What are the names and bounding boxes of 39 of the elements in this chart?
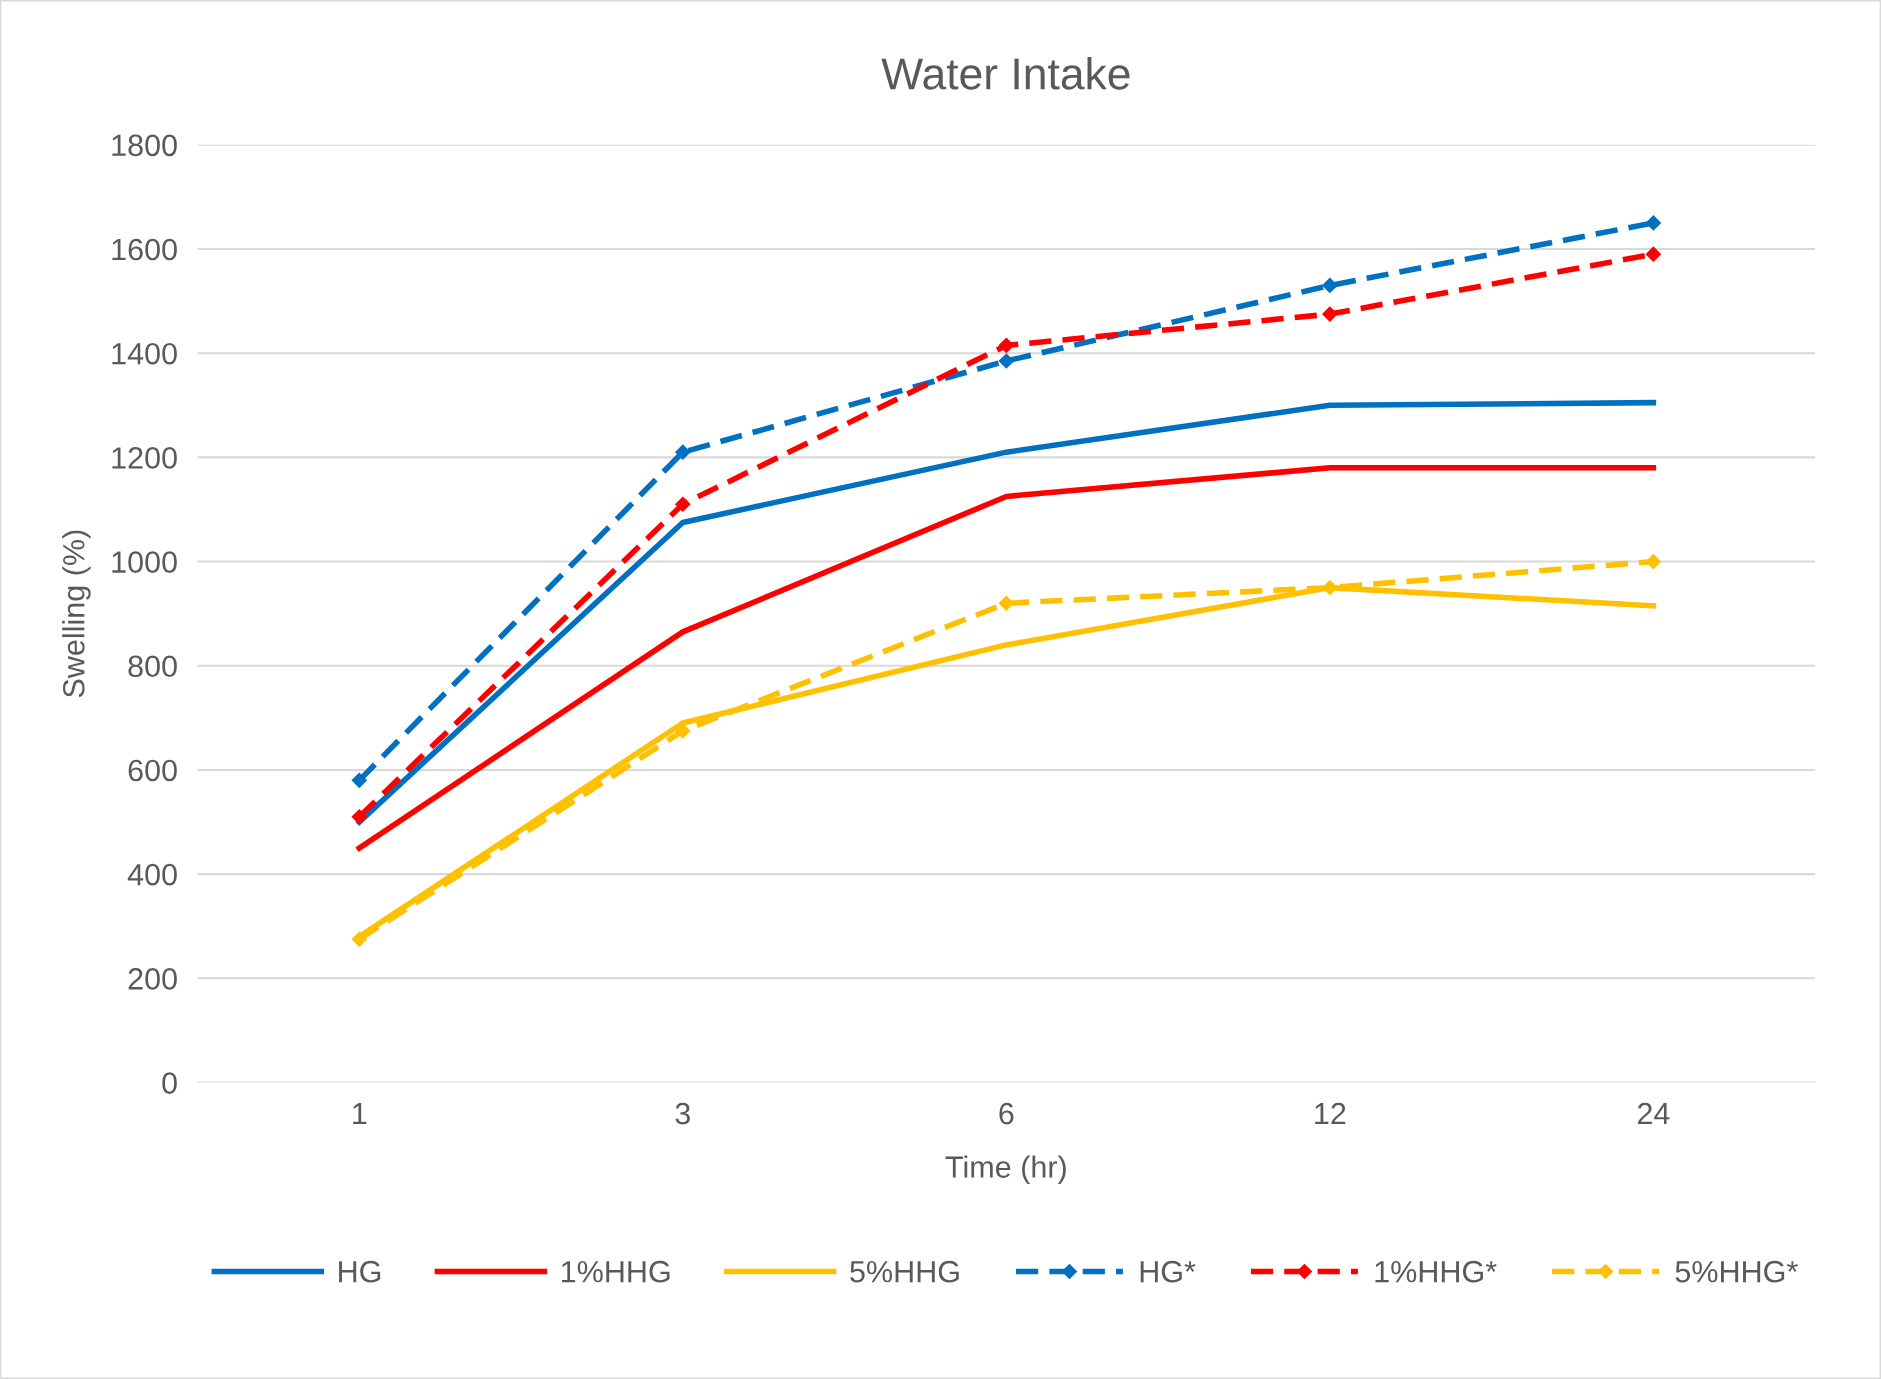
point: [998, 337, 1014, 353]
legend-label: 1%HHG*: [1375, 1260, 1497, 1283]
point: [1645, 215, 1661, 231]
point: [675, 496, 691, 512]
point: [1645, 246, 1661, 262]
point: [351, 809, 367, 825]
y-tick-label: 800: [128, 655, 177, 678]
y-tick-label: 0: [162, 1072, 177, 1094]
point: [351, 931, 367, 947]
x-tick-label: 3: [675, 1102, 690, 1125]
legend-label: 1%HHG: [561, 1260, 670, 1283]
y-tick-label: 1000: [112, 551, 177, 573]
x-tick-label: 1: [353, 1103, 367, 1125]
x-tick-label: 24: [1637, 1102, 1670, 1125]
y-tick-label: 600: [128, 759, 177, 782]
legend-label: HG: [339, 1260, 381, 1283]
y-tick-label: 400: [127, 863, 177, 886]
point: [1645, 553, 1661, 570]
point: [998, 595, 1014, 611]
y-tick-label: 200: [128, 968, 177, 990]
legend-label: 5%HHG*: [1675, 1260, 1798, 1283]
x-axis-title: Time (hr): [945, 1155, 1066, 1184]
y-tick-label: 1800: [112, 134, 177, 157]
y-tick-label: 1600: [112, 238, 177, 261]
point: [351, 772, 367, 788]
point: [998, 353, 1014, 369]
x-tick-label: 6: [999, 1102, 1014, 1125]
point: [1322, 277, 1338, 294]
point: [675, 723, 691, 739]
point: [1322, 306, 1338, 322]
point: [675, 444, 691, 460]
point: [1322, 580, 1338, 596]
legend-label: 5%HHG: [850, 1260, 959, 1283]
y-axis-title: Swelling (%): [62, 530, 91, 698]
y-tick-label: 1200: [112, 447, 177, 469]
legend-label: HG*: [1140, 1260, 1196, 1283]
x-tick-label: 12: [1315, 1102, 1346, 1125]
y-tick-label: 1400: [112, 342, 177, 365]
chart-title: Water Intake: [881, 57, 1130, 90]
